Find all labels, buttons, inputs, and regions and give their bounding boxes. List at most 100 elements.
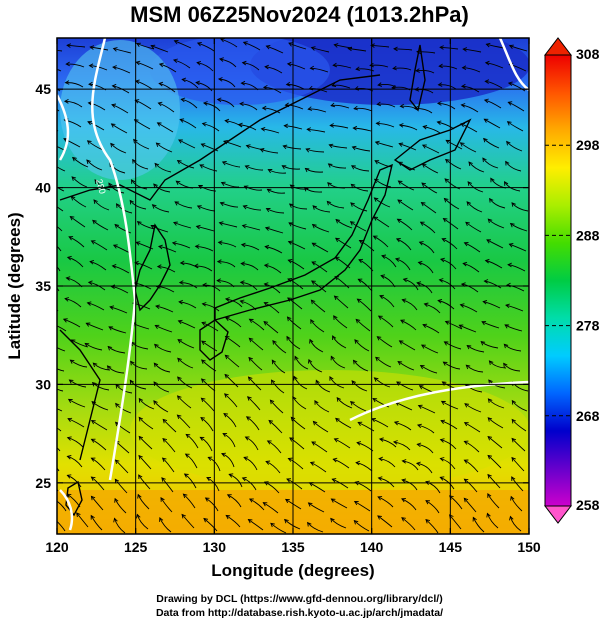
streamline-arrowhead	[200, 143, 206, 148]
streamline	[485, 62, 504, 69]
streamline-arrowhead	[484, 258, 490, 264]
streamline-arrowhead	[377, 515, 382, 520]
streamline	[183, 493, 196, 509]
streamline-arrowhead	[288, 42, 294, 47]
streamline-arrowhead	[399, 103, 405, 109]
streamline-arrowhead	[171, 241, 177, 246]
streamline-arrowhead	[398, 123, 404, 128]
streamline	[449, 495, 463, 510]
streamline-arrowhead	[218, 57, 224, 62]
streamline-arrowhead	[247, 376, 253, 382]
streamline-arrowhead	[309, 461, 315, 466]
streamline-arrowhead	[263, 301, 269, 307]
streamline	[378, 315, 394, 328]
streamline	[260, 148, 279, 154]
warm-region-south	[130, 370, 529, 490]
streamline	[70, 196, 87, 208]
streamline-arrowhead	[133, 138, 138, 144]
streamline	[153, 183, 171, 193]
streamline-arrowhead	[180, 97, 186, 103]
streamline-arrowhead	[66, 255, 72, 261]
streamline	[173, 59, 191, 69]
streamline-arrowhead	[283, 123, 289, 129]
streamline	[265, 66, 283, 74]
streamline	[309, 339, 324, 353]
streamline-arrowhead	[261, 105, 267, 111]
streamline-arrowhead	[161, 477, 166, 482]
streamline-arrowhead	[287, 258, 293, 264]
streamline-arrowhead	[48, 364, 52, 368]
streamline-arrowhead	[417, 260, 423, 266]
streamline	[381, 255, 397, 268]
streamline-arrowhead	[262, 85, 268, 90]
streamline	[420, 221, 436, 234]
streamline	[472, 517, 485, 533]
streamline-arrowhead	[376, 101, 382, 107]
streamline	[329, 144, 348, 149]
streamline	[465, 384, 483, 393]
streamline	[330, 125, 349, 129]
streamline	[86, 159, 103, 171]
streamline-arrowhead	[486, 512, 491, 518]
streamline	[372, 398, 390, 408]
streamline-arrowhead	[201, 122, 207, 127]
streamline	[57, 49, 63, 52]
streamline-arrowhead	[247, 518, 253, 524]
streamline-arrowhead	[217, 77, 223, 82]
streamline-arrowhead	[374, 160, 380, 165]
streamline	[462, 67, 481, 73]
streamline	[287, 297, 303, 310]
streamline	[464, 459, 479, 473]
streamline-arrowhead	[106, 365, 112, 370]
streamline-arrowhead	[94, 179, 99, 184]
streamline	[487, 493, 500, 509]
streamline-arrowhead	[112, 244, 118, 249]
streamline	[393, 48, 413, 51]
streamline-arrowhead	[416, 423, 422, 429]
streamline	[177, 339, 195, 349]
streamline-arrowhead	[115, 402, 120, 408]
streamline	[265, 246, 283, 254]
streamline	[488, 379, 506, 389]
streamline-arrowhead	[480, 341, 486, 346]
streamline	[374, 197, 391, 208]
streamline-arrowhead	[178, 139, 183, 144]
streamline	[70, 359, 88, 368]
y-tick-label: 40	[35, 180, 51, 196]
colorbar-tick-label: 258	[576, 497, 599, 513]
streamline-arrowhead	[508, 243, 514, 248]
streamline-arrowhead	[374, 140, 380, 146]
streamline	[91, 438, 107, 451]
streamline-arrowhead	[136, 221, 142, 226]
streamline-arrowhead	[248, 498, 254, 503]
streamline	[88, 102, 106, 111]
streamline-arrowhead	[332, 457, 338, 463]
streamline-arrowhead	[330, 102, 336, 108]
streamline-arrowhead	[203, 517, 209, 523]
streamline	[136, 514, 149, 530]
streamline	[109, 306, 128, 314]
streamline-arrowhead	[68, 379, 74, 384]
streamline-arrowhead	[90, 240, 96, 245]
streamline-arrowhead	[376, 336, 382, 341]
contour-southwest	[59, 489, 74, 531]
streamline	[76, 512, 89, 528]
streamline-arrowhead	[155, 142, 161, 147]
streamline	[130, 341, 149, 350]
streamline	[221, 182, 240, 188]
streamline-arrowhead	[466, 201, 471, 206]
streamline	[312, 205, 331, 213]
streamline-arrowhead	[265, 460, 271, 465]
streamline	[67, 44, 86, 48]
streamline-arrowhead	[440, 419, 446, 424]
streamline-arrowhead	[244, 165, 250, 170]
streamline-arrowhead	[351, 380, 356, 385]
streamline-arrowhead	[441, 237, 447, 243]
streamline	[440, 439, 457, 450]
streamline-arrowhead	[377, 496, 383, 501]
streamline-arrowhead	[49, 162, 53, 166]
streamline-arrowhead	[437, 82, 443, 87]
streamline	[222, 433, 236, 448]
streamline	[225, 317, 242, 328]
colorbar-ticks: 308 298 288 278 268 258	[545, 46, 599, 513]
